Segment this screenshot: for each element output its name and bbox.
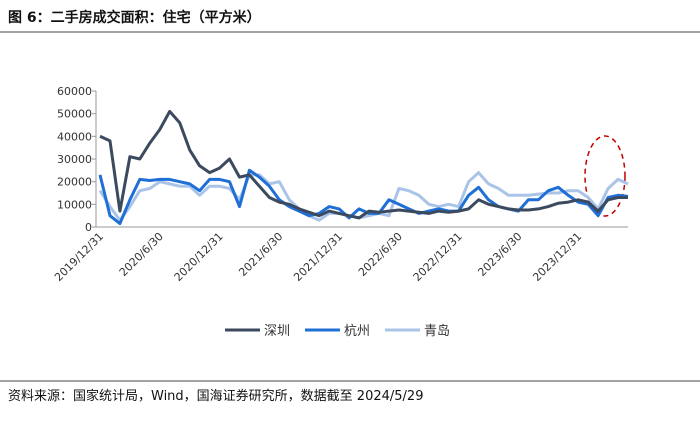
x-tick-label: 2020/6/30	[117, 230, 166, 279]
x-tick-label: 2021/12/31	[291, 230, 345, 284]
legend-label: 深圳	[264, 324, 290, 339]
y-tick-label: 40000	[57, 130, 92, 143]
series-line	[99, 109, 628, 220]
legend-label: 杭州	[344, 324, 370, 339]
x-tick-label: 2021/6/30	[236, 230, 285, 279]
y-tick-label: 60000	[57, 85, 92, 98]
x-tick-label: 2022/6/30	[356, 230, 405, 279]
x-tick-label: 2019/12/31	[52, 230, 106, 284]
y-tick-label: 0	[85, 221, 92, 234]
source: 资料来源：国家统计局，Wind，国海证券研究所，数据截至 2024/5/29	[8, 388, 423, 404]
highlight-ellipse	[584, 135, 626, 217]
series-line	[98, 168, 629, 226]
y-tick-label: 10000	[57, 198, 92, 211]
x-tick-label: 2022/12/31	[411, 230, 465, 284]
x-tick-label: 2020/12/31	[172, 230, 226, 284]
legend-label: 青岛	[424, 323, 450, 339]
chart-title: 图 6：二手房成交面积：住宅（平方米）	[8, 9, 261, 26]
x-tick-label: 2023/12/31	[530, 230, 584, 284]
y-tick-label: 30000	[57, 153, 92, 166]
y-tick-label: 50000	[57, 108, 92, 121]
series-line	[98, 171, 629, 222]
y-tick-label: 20000	[57, 176, 92, 189]
x-tick-label: 2023/6/30	[475, 230, 524, 279]
